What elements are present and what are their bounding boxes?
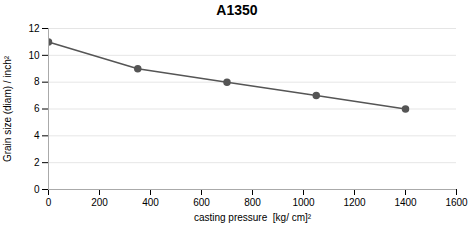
svg-text:1400: 1400 [394,197,417,208]
svg-text:6: 6 [34,103,40,114]
svg-text:4: 4 [34,130,40,141]
svg-text:1600: 1600 [445,197,468,208]
svg-text:200: 200 [91,197,108,208]
svg-text:12: 12 [28,23,40,34]
svg-text:8: 8 [34,76,40,87]
svg-text:0: 0 [46,197,52,208]
svg-text:Grain size (diam) / inch²: Grain size (diam) / inch² [2,55,13,162]
svg-text:800: 800 [244,197,261,208]
svg-text:10: 10 [28,50,40,61]
svg-text:1200: 1200 [343,197,366,208]
html-text:A1350: A1350 [216,2,258,18]
svg-text:0: 0 [34,184,40,195]
svg-text:casting pressure [kg/ cm]²: casting pressure [kg/ cm]² [194,212,312,223]
svg-text:600: 600 [193,197,210,208]
svg-text:2: 2 [34,157,40,168]
svg-text:400: 400 [142,197,159,208]
svg-text:1000: 1000 [292,197,315,208]
